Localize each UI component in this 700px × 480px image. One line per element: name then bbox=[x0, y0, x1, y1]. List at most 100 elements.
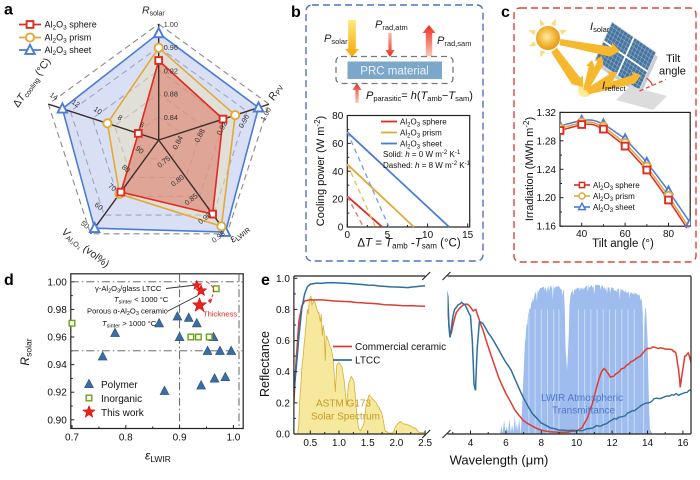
svg-text:20: 20 bbox=[332, 195, 344, 206]
svg-text:8: 8 bbox=[116, 113, 124, 123]
svg-text:0.9: 0.9 bbox=[173, 433, 187, 444]
svg-text:0.96: 0.96 bbox=[47, 333, 67, 344]
svg-text:6: 6 bbox=[503, 438, 509, 449]
svg-text:Prad,sam: Prad,sam bbox=[437, 35, 471, 48]
svg-text:This work: This work bbox=[101, 408, 145, 419]
svg-text:0.5: 0.5 bbox=[303, 438, 317, 449]
svg-text:Al2O3 sphere: Al2O3 sphere bbox=[45, 20, 97, 32]
svg-text:Prad,atm: Prad,atm bbox=[375, 19, 408, 32]
svg-text:Porous α-Al2O3 ceramic: Porous α-Al2O3 ceramic bbox=[87, 307, 168, 318]
svg-text:Inorganic: Inorganic bbox=[101, 394, 142, 405]
svg-text:1.24: 1.24 bbox=[537, 165, 557, 176]
svg-text:5: 5 bbox=[385, 230, 391, 241]
svg-text:60: 60 bbox=[93, 200, 105, 212]
svg-text:Al2O3 sphere: Al2O3 sphere bbox=[593, 181, 640, 192]
svg-text:0.7: 0.7 bbox=[65, 433, 79, 444]
svg-text:1.0: 1.0 bbox=[332, 438, 346, 449]
svg-text:c: c bbox=[501, 4, 510, 21]
svg-text:0.6: 0.6 bbox=[276, 336, 290, 347]
svg-text:Rsolar: Rsolar bbox=[18, 338, 34, 365]
svg-text:Al2O3 prism: Al2O3 prism bbox=[45, 33, 92, 45]
svg-text:angle: angle bbox=[659, 66, 686, 78]
svg-text:LTCC: LTCC bbox=[355, 356, 380, 367]
svg-text:Rsolar: Rsolar bbox=[142, 5, 165, 18]
svg-text:50: 50 bbox=[79, 219, 91, 231]
svg-text:PRC material: PRC material bbox=[360, 66, 428, 78]
svg-text:12: 12 bbox=[607, 438, 619, 449]
svg-text:Commercial ceramic: Commercial ceramic bbox=[355, 342, 446, 353]
svg-text:0.88: 0.88 bbox=[164, 90, 178, 99]
svg-text:0: 0 bbox=[338, 223, 344, 234]
svg-text:LWIR Atmospheric: LWIR Atmospheric bbox=[541, 393, 623, 404]
svg-text:1.0: 1.0 bbox=[276, 274, 290, 285]
svg-text:1.5: 1.5 bbox=[361, 438, 375, 449]
svg-text:Tilt angle (°): Tilt angle (°) bbox=[592, 238, 654, 250]
svg-text:14: 14 bbox=[642, 438, 654, 449]
svg-text:Al2O3 sheet: Al2O3 sheet bbox=[593, 203, 636, 214]
svg-text:Isolar: Isolar bbox=[590, 21, 610, 34]
svg-text:0.2: 0.2 bbox=[276, 398, 290, 409]
svg-text:8: 8 bbox=[539, 438, 545, 449]
svg-text:1.00: 1.00 bbox=[47, 277, 67, 288]
svg-text:60: 60 bbox=[332, 139, 344, 150]
svg-text:εLWIR: εLWIR bbox=[145, 449, 171, 465]
svg-text:0.98: 0.98 bbox=[47, 305, 67, 316]
svg-text:15: 15 bbox=[462, 230, 474, 241]
svg-text:0.96: 0.96 bbox=[164, 43, 178, 52]
svg-text:0.8: 0.8 bbox=[276, 305, 290, 316]
svg-text:0.8: 0.8 bbox=[119, 433, 133, 444]
svg-text:0.94: 0.94 bbox=[47, 360, 67, 371]
svg-text:Cooling power (W m-2): Cooling power (W m-2) bbox=[313, 116, 327, 226]
svg-text:12: 12 bbox=[70, 97, 82, 109]
svg-text:Tilt: Tilt bbox=[666, 53, 680, 65]
svg-text:Al2O3 prism: Al2O3 prism bbox=[593, 192, 635, 203]
svg-text:80: 80 bbox=[120, 162, 132, 174]
svg-text:Pparasitic= h(Tamb−Tsam): Pparasitic= h(Tamb−Tsam) bbox=[366, 90, 473, 103]
svg-text:10: 10 bbox=[422, 230, 434, 241]
svg-text:70: 70 bbox=[106, 181, 118, 193]
svg-text:2.0: 2.0 bbox=[389, 438, 403, 449]
svg-text:Al2O3 sphere: Al2O3 sphere bbox=[400, 117, 447, 128]
svg-text:40: 40 bbox=[332, 167, 344, 178]
svg-text:10: 10 bbox=[571, 438, 583, 449]
svg-text:60: 60 bbox=[620, 229, 632, 240]
svg-text:ASTM G173: ASTM G173 bbox=[316, 399, 371, 410]
svg-text:Tsinter < 1000 °C: Tsinter < 1000 °C bbox=[114, 295, 169, 306]
svg-text:e: e bbox=[261, 272, 270, 289]
svg-text:Ireflect: Ireflect bbox=[602, 80, 626, 93]
svg-text:Irradiation (MWh m-2): Irradiation (MWh m-2) bbox=[522, 117, 536, 221]
svg-text:Thickness: Thickness bbox=[203, 310, 237, 319]
svg-text:0.90: 0.90 bbox=[47, 415, 67, 426]
svg-text:2.5: 2.5 bbox=[418, 438, 432, 449]
svg-text:1.28: 1.28 bbox=[537, 136, 557, 147]
svg-text:1.32: 1.32 bbox=[537, 108, 557, 119]
svg-text:Dashed: h = 8 W m-2 K-1: Dashed: h = 8 W m-2 K-1 bbox=[383, 161, 471, 170]
svg-text:Al2O3 sheet: Al2O3 sheet bbox=[45, 45, 92, 57]
svg-text:10: 10 bbox=[92, 104, 104, 116]
svg-text:0: 0 bbox=[345, 230, 351, 241]
svg-text:Solid: h = 0 W m-2 K-1: Solid: h = 0 W m-2 K-1 bbox=[383, 150, 461, 159]
svg-text:0.84: 0.84 bbox=[164, 113, 178, 122]
svg-text:Transmittance: Transmittance bbox=[552, 406, 615, 417]
svg-text:0.92: 0.92 bbox=[47, 388, 67, 399]
svg-text:1.20: 1.20 bbox=[537, 193, 557, 204]
svg-text:b: b bbox=[291, 4, 301, 21]
svg-text:ΔT = Tamb -Tsam (°C): ΔT = Tamb -Tsam (°C) bbox=[357, 238, 461, 251]
svg-text:0.0: 0.0 bbox=[276, 430, 290, 441]
svg-text:Solar Spectrum: Solar Spectrum bbox=[311, 412, 380, 423]
svg-text:Al2O3 sheet: Al2O3 sheet bbox=[400, 139, 443, 150]
svg-text:0.4: 0.4 bbox=[276, 367, 290, 378]
svg-text:Reflectance: Reflectance bbox=[258, 331, 272, 397]
svg-text:1.16: 1.16 bbox=[537, 222, 557, 233]
svg-text:1.0: 1.0 bbox=[226, 433, 240, 444]
svg-text:a: a bbox=[4, 2, 13, 19]
svg-text:RPV: RPV bbox=[266, 82, 286, 103]
svg-text:Al2O3 prism: Al2O3 prism bbox=[400, 128, 442, 139]
svg-text:Tsinter > 1000 °C: Tsinter > 1000 °C bbox=[102, 319, 157, 330]
svg-text:80: 80 bbox=[663, 229, 675, 240]
svg-text:16: 16 bbox=[677, 438, 689, 449]
svg-text:Psolar: Psolar bbox=[324, 33, 348, 46]
svg-text:90: 90 bbox=[134, 144, 146, 156]
svg-text:80: 80 bbox=[332, 111, 344, 122]
svg-text:γ-Al2O3/glass LTCC: γ-Al2O3/glass LTCC bbox=[95, 284, 162, 295]
